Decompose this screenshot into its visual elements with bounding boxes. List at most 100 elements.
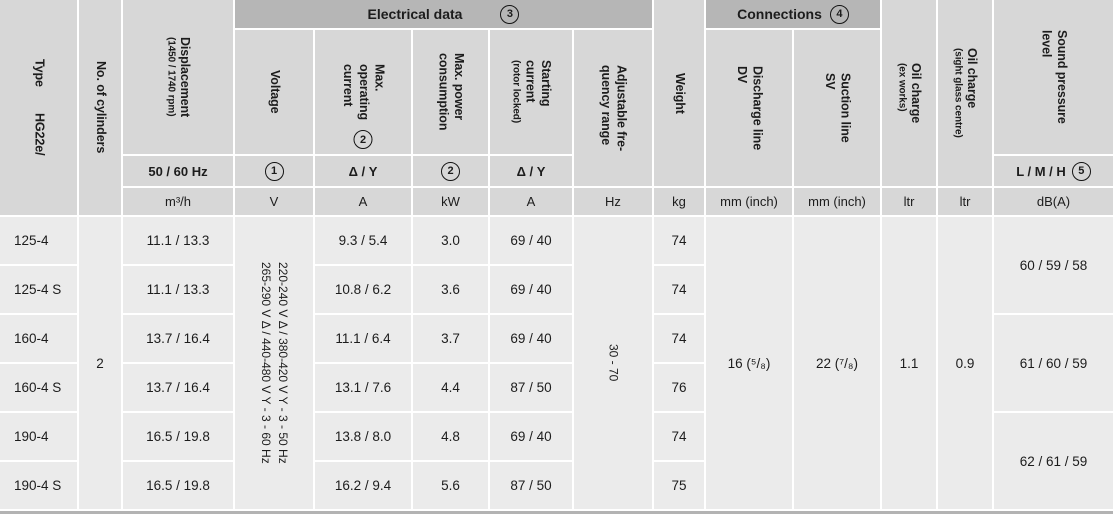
displacement-value-cell: 16.5 / 19.8 xyxy=(123,413,233,460)
table-row-type-190-4: 190-4 xyxy=(0,413,77,460)
operating-current-value: 13.8 / 8.0 xyxy=(334,429,392,444)
oil-ex-works-unit-label: ltr xyxy=(903,194,915,209)
starting-current-value-cell: 87 / 50 xyxy=(490,364,572,411)
operating-current-phase-subheader: Δ / Y xyxy=(315,156,411,186)
operating-current-value-cell: 16.2 / 9.4 xyxy=(315,462,411,509)
starting-current-sublabel: (rotor locked) xyxy=(510,60,522,124)
starting-current-phase-subheader: Δ / Y xyxy=(490,156,572,186)
connections-band: Connections 4 xyxy=(737,4,849,24)
weight-value-cell: 76 xyxy=(654,364,704,411)
operating-current-value-cell: 11.1 / 6.4 xyxy=(315,315,411,362)
displacement-value-cell: 11.1 / 13.3 xyxy=(123,266,233,313)
displacement-value: 11.1 / 13.3 xyxy=(146,233,210,248)
starting-current-value: 69 / 40 xyxy=(510,331,552,346)
operating-current-unit-label: A xyxy=(358,194,368,209)
table-row-type-125-4: 125-4 xyxy=(0,217,77,264)
operating-current-value-cell: 10.8 / 6.2 xyxy=(315,266,411,313)
frequency-range-column-header: Adjustable fre- quency range xyxy=(574,30,652,186)
oil-sight-glass-label-block: Oil charge (sight glass centre) xyxy=(951,48,979,138)
displacement-value: 16.5 / 19.8 xyxy=(146,429,210,444)
operating-current-phase: Δ / Y xyxy=(348,163,378,179)
displacement-value-cell: 11.1 / 13.3 xyxy=(123,217,233,264)
weight-value: 74 xyxy=(671,282,687,297)
displacement-value-cell: 16.5 / 19.8 xyxy=(123,462,233,509)
cylinders-value-cell: 2 xyxy=(79,217,121,509)
starting-current-value-cell: 69 / 40 xyxy=(490,413,572,460)
operating-current-unit: A xyxy=(315,188,411,215)
oil-ex-works-value: 1.1 xyxy=(899,355,919,371)
type-column-header: Type HG22e/ xyxy=(0,0,77,215)
type-value: 160-4 xyxy=(14,331,49,346)
discharge-line-label: Discharge line xyxy=(750,65,765,151)
voltage-column-header: Voltage xyxy=(235,30,313,154)
power-unit-label: kW xyxy=(441,194,460,209)
power-unit: kW xyxy=(413,188,488,215)
oil-charge-sight-glass-column-header: Oil charge (sight glass centre) xyxy=(938,0,992,186)
operating-current-value: 9.3 / 5.4 xyxy=(338,233,388,248)
displacement-value-cell: 13.7 / 16.4 xyxy=(123,315,233,362)
voltage-label: Voltage xyxy=(267,70,282,114)
frequency-range-value: 30 - 70 xyxy=(606,344,621,382)
displacement-unit: m³/h xyxy=(123,188,233,215)
starting-current-value-cell: 87 / 50 xyxy=(490,462,572,509)
suction-line-label: Suction line xyxy=(838,73,853,143)
oil-sight-glass-unit: ltr xyxy=(938,188,992,215)
displacement-column-header: Displacement (1450 / 1740 rpm) xyxy=(123,0,233,154)
weight-value-cell: 74 xyxy=(654,217,704,264)
note-2-icon: 2 xyxy=(353,130,373,149)
voltage-note-subheader: 1 xyxy=(235,156,313,186)
starting-current-column-header: Starting current (rotor locked) xyxy=(490,30,572,154)
sound-level-value: 62 / 61 / 59 xyxy=(1019,453,1088,469)
weight-unit-label: kg xyxy=(672,194,686,209)
table-row-type-160-4: 160-4 xyxy=(0,315,77,362)
type-value: 160-4 S xyxy=(14,380,62,395)
electrical-data-group-header: Electrical data 3 xyxy=(235,0,652,28)
note-5-icon: 5 xyxy=(1071,161,1091,181)
starting-current-phase: Δ / Y xyxy=(516,163,546,179)
voltage-unit-label: V xyxy=(269,194,279,209)
sound-level-value-cell: 61 / 60 / 59 xyxy=(994,315,1113,411)
cylinders-label: No. of cylinders xyxy=(93,61,108,154)
displacement-label-block: Displacement (1450 / 1740 rpm) xyxy=(164,37,192,117)
operating-current-value-cell: 13.1 / 7.6 xyxy=(315,364,411,411)
power-value: 3.0 xyxy=(441,233,460,248)
oil-ex-works-label-block: Oil charge (ex works) xyxy=(895,63,923,123)
weight-value: 74 xyxy=(671,429,687,444)
frequency-unit: Hz xyxy=(574,188,652,215)
discharge-line-column-header: Discharge line DV xyxy=(706,30,792,186)
displacement-unit-label: m³/h xyxy=(165,194,191,209)
suction-line-column-header: Suction line SV xyxy=(794,30,880,186)
sound-unit: dB(A) xyxy=(994,188,1113,215)
note-1-icon: 1 xyxy=(264,161,284,181)
sound-level-value: 60 / 59 / 58 xyxy=(1019,257,1088,273)
table-bottom-rule xyxy=(0,511,1113,514)
power-value-cell: 4.8 xyxy=(413,413,488,460)
frequency-range-value-cell: 30 - 70 xyxy=(574,217,652,509)
operating-current-value: 13.1 / 7.6 xyxy=(334,380,392,395)
displacement-frequency-subheader: 50 / 60 Hz xyxy=(123,156,233,186)
weight-value-cell: 74 xyxy=(654,413,704,460)
sound-level-value-cell: 62 / 61 / 59 xyxy=(994,413,1113,509)
displacement-value: 11.1 / 13.3 xyxy=(146,282,210,297)
starting-current-value: 87 / 50 xyxy=(510,478,552,493)
frequency-unit-label: Hz xyxy=(605,194,621,209)
displacement-value-cell: 13.7 / 16.4 xyxy=(123,364,233,411)
operating-current-value: 10.8 / 6.2 xyxy=(334,282,392,297)
sound-level-value-cell: 60 / 59 / 58 xyxy=(994,217,1113,313)
type-value: 125-4 S xyxy=(14,282,62,297)
note-3-icon: 3 xyxy=(500,4,520,24)
operating-current-value: 16.2 / 9.4 xyxy=(334,478,392,493)
type-value: 190-4 xyxy=(14,429,49,444)
starting-current-value: 69 / 40 xyxy=(510,429,552,444)
starting-current-value-cell: 69 / 40 xyxy=(490,217,572,264)
connections-label: Connections xyxy=(737,6,822,22)
frequency-range-label: Adjustable fre- quency range xyxy=(599,64,629,151)
suction-value-cell: 22 (⁷/₈) xyxy=(794,217,880,509)
suction-unit: mm (inch) xyxy=(794,188,880,215)
power-note-subheader: 2 xyxy=(413,156,488,186)
table-row-type-190-4s: 190-4 S xyxy=(0,462,77,509)
power-value-cell: 5.6 xyxy=(413,462,488,509)
displacement-value: 16.5 / 19.8 xyxy=(146,478,210,493)
